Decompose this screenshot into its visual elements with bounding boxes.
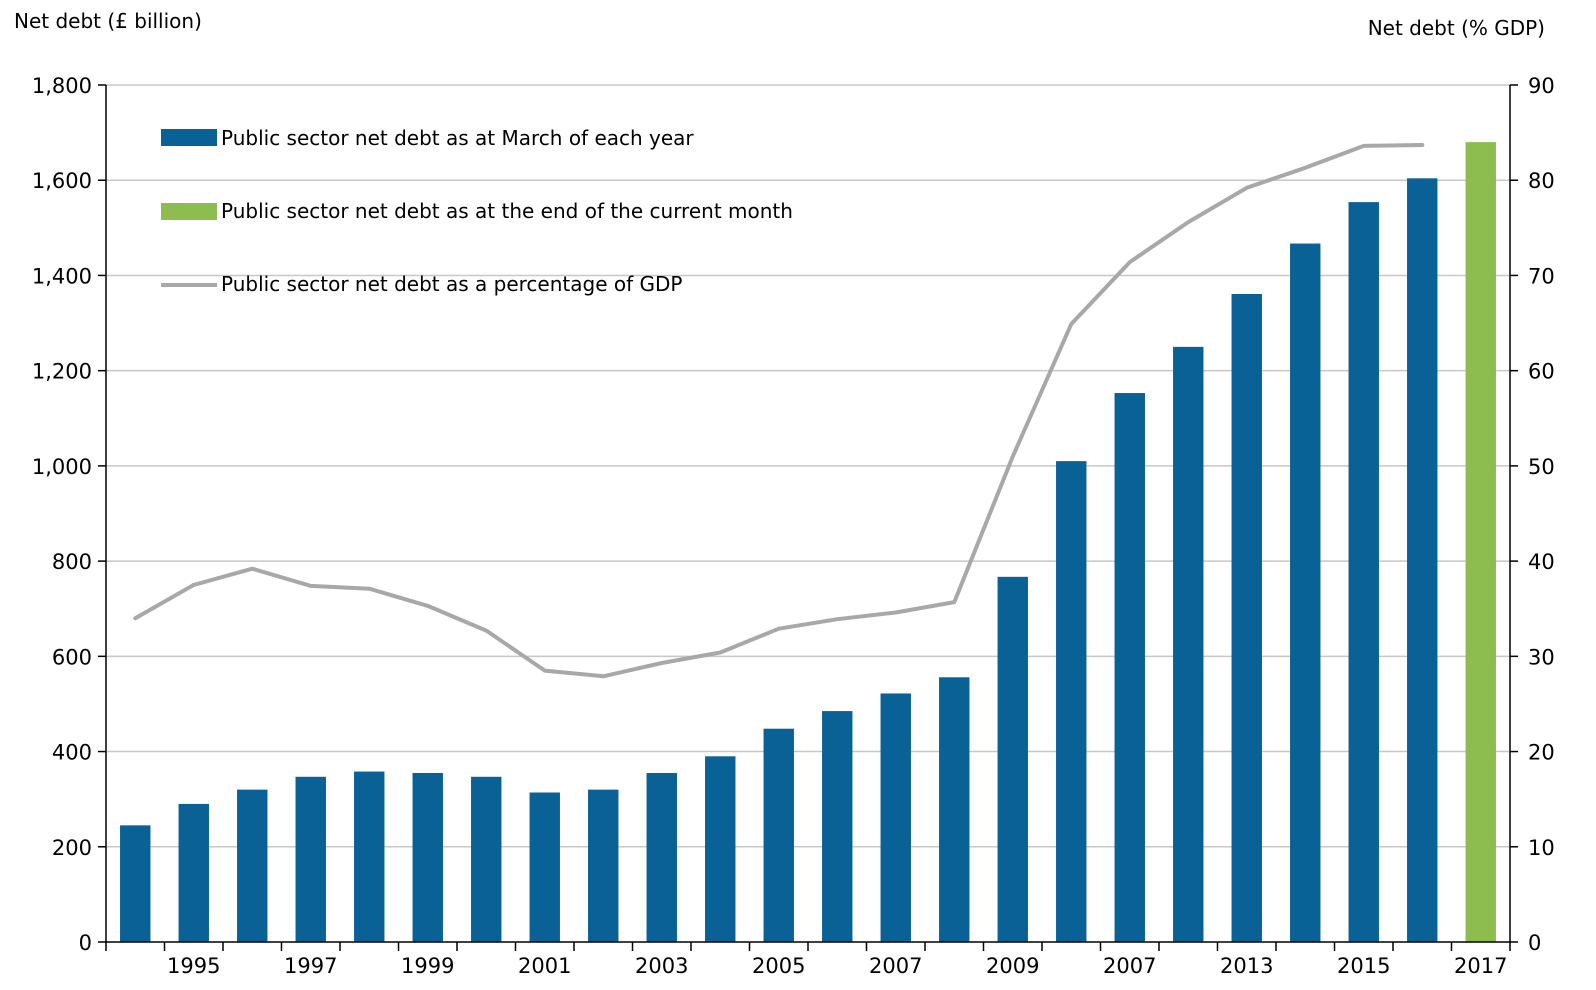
x-tick-label: 2017 [1454,954,1507,978]
gdp-point [1304,167,1306,169]
left-tick-label: 1,800 [32,74,92,98]
left-tick-label: 400 [52,741,92,765]
gdp-point [251,568,253,570]
gdp-point [134,617,136,619]
x-tick-label: 2007 [869,954,922,978]
bar-march [1290,243,1321,943]
gridlines [106,84,1510,848]
left-tick-label: 1,000 [32,455,92,479]
gdp-point [1070,323,1072,325]
bar-march [588,789,619,942]
x-tick-label: 1997 [284,954,337,978]
bar-march [120,825,151,942]
bar-march [646,772,677,942]
gdp-point [953,601,955,603]
legend-label-current-month: Public sector net debt as at the end of … [221,199,793,223]
gdp-point [602,675,604,677]
x-tick-label: 2001 [518,954,571,978]
left-tick-label: 1,400 [32,264,92,288]
gdp-point [310,585,312,587]
left-axis-title: Net debt (£ billion) [14,9,202,33]
bar-march [705,756,736,942]
right-tick-label: 40 [1528,550,1555,574]
bar-march [178,803,209,942]
x-tick-label: 2009 [986,954,1039,978]
gdp-point [1012,455,1014,457]
left-tick-label: 1,600 [32,169,92,193]
x-tick-label: 2005 [752,954,805,978]
bar-march [471,776,502,942]
left-tick-label: 800 [52,550,92,574]
bar-march [1173,346,1204,943]
left-tick-label: 1,200 [32,360,92,384]
bar-march [822,711,853,942]
gdp-point [778,628,780,630]
right-axis-title: Net debt (% GDP) [1368,16,1545,40]
gdp-point [1129,261,1131,263]
left-tick-label: 200 [52,836,92,860]
x-tick-label: 1999 [401,954,454,978]
bar-march [412,772,443,942]
left-tick-label: 0 [79,931,92,955]
gdp-point [544,670,546,672]
bar-march [295,776,326,942]
bar-march [1348,202,1379,942]
gdp-point [1246,187,1248,189]
legend-label-march: Public sector net debt as at March of ea… [221,126,694,150]
right-tick-label: 30 [1528,645,1555,669]
bar-march [880,693,911,942]
gdp-point [836,618,838,620]
bar-march [1231,294,1262,942]
bar-march [939,677,970,942]
gdp-point [1187,221,1189,223]
gdp-point [485,630,487,632]
gdp-point [895,611,897,614]
x-tick-label: 2013 [1220,954,1273,978]
left-tick-label: 600 [52,645,92,669]
bar-march [529,792,560,942]
bar-march [354,771,385,942]
legend: Public sector net debt as at March of ea… [161,126,793,296]
gdp-line [133,143,1425,679]
right-tick-label: 70 [1528,264,1555,288]
bar-march [237,789,268,942]
bar-march [1407,178,1438,943]
bar-march [1114,393,1145,942]
gdp-point [719,651,721,654]
gdp-point [368,588,370,590]
bars [120,142,1496,943]
x-tick-label: 2003 [635,954,688,978]
right-tick-label: 50 [1528,455,1555,479]
bar-march [763,728,794,942]
gdp-point [1421,144,1423,146]
bar-march [1056,461,1087,942]
gdp-point [661,662,663,664]
right-tick-label: 10 [1528,836,1555,860]
right-tick-label: 60 [1528,360,1555,384]
bar-march [997,576,1028,942]
x-tick-label: 2015 [1337,954,1390,978]
right-tick-label: 90 [1528,74,1555,98]
x-tick-label: 2007 [1103,954,1156,978]
axes: 0 0 200 10 400 20 600 30 800 40 1,000 50 1,200 60 1,40… [32,74,1555,978]
gdp-point [193,584,195,586]
bar-current-month [1465,142,1496,943]
gdp-point [1363,145,1365,147]
right-tick-label: 20 [1528,741,1555,765]
legend-swatch-march [161,129,217,146]
gdp-line-layer [133,143,1425,679]
legend-label-gdp: Public sector net debt as a percentage o… [221,272,682,296]
right-tick-label: 0 [1528,931,1541,955]
right-tick-label: 80 [1528,169,1555,193]
gdp-point [427,605,429,607]
legend-swatch-current-month [161,203,217,220]
x-tick-label: 1995 [167,954,220,978]
